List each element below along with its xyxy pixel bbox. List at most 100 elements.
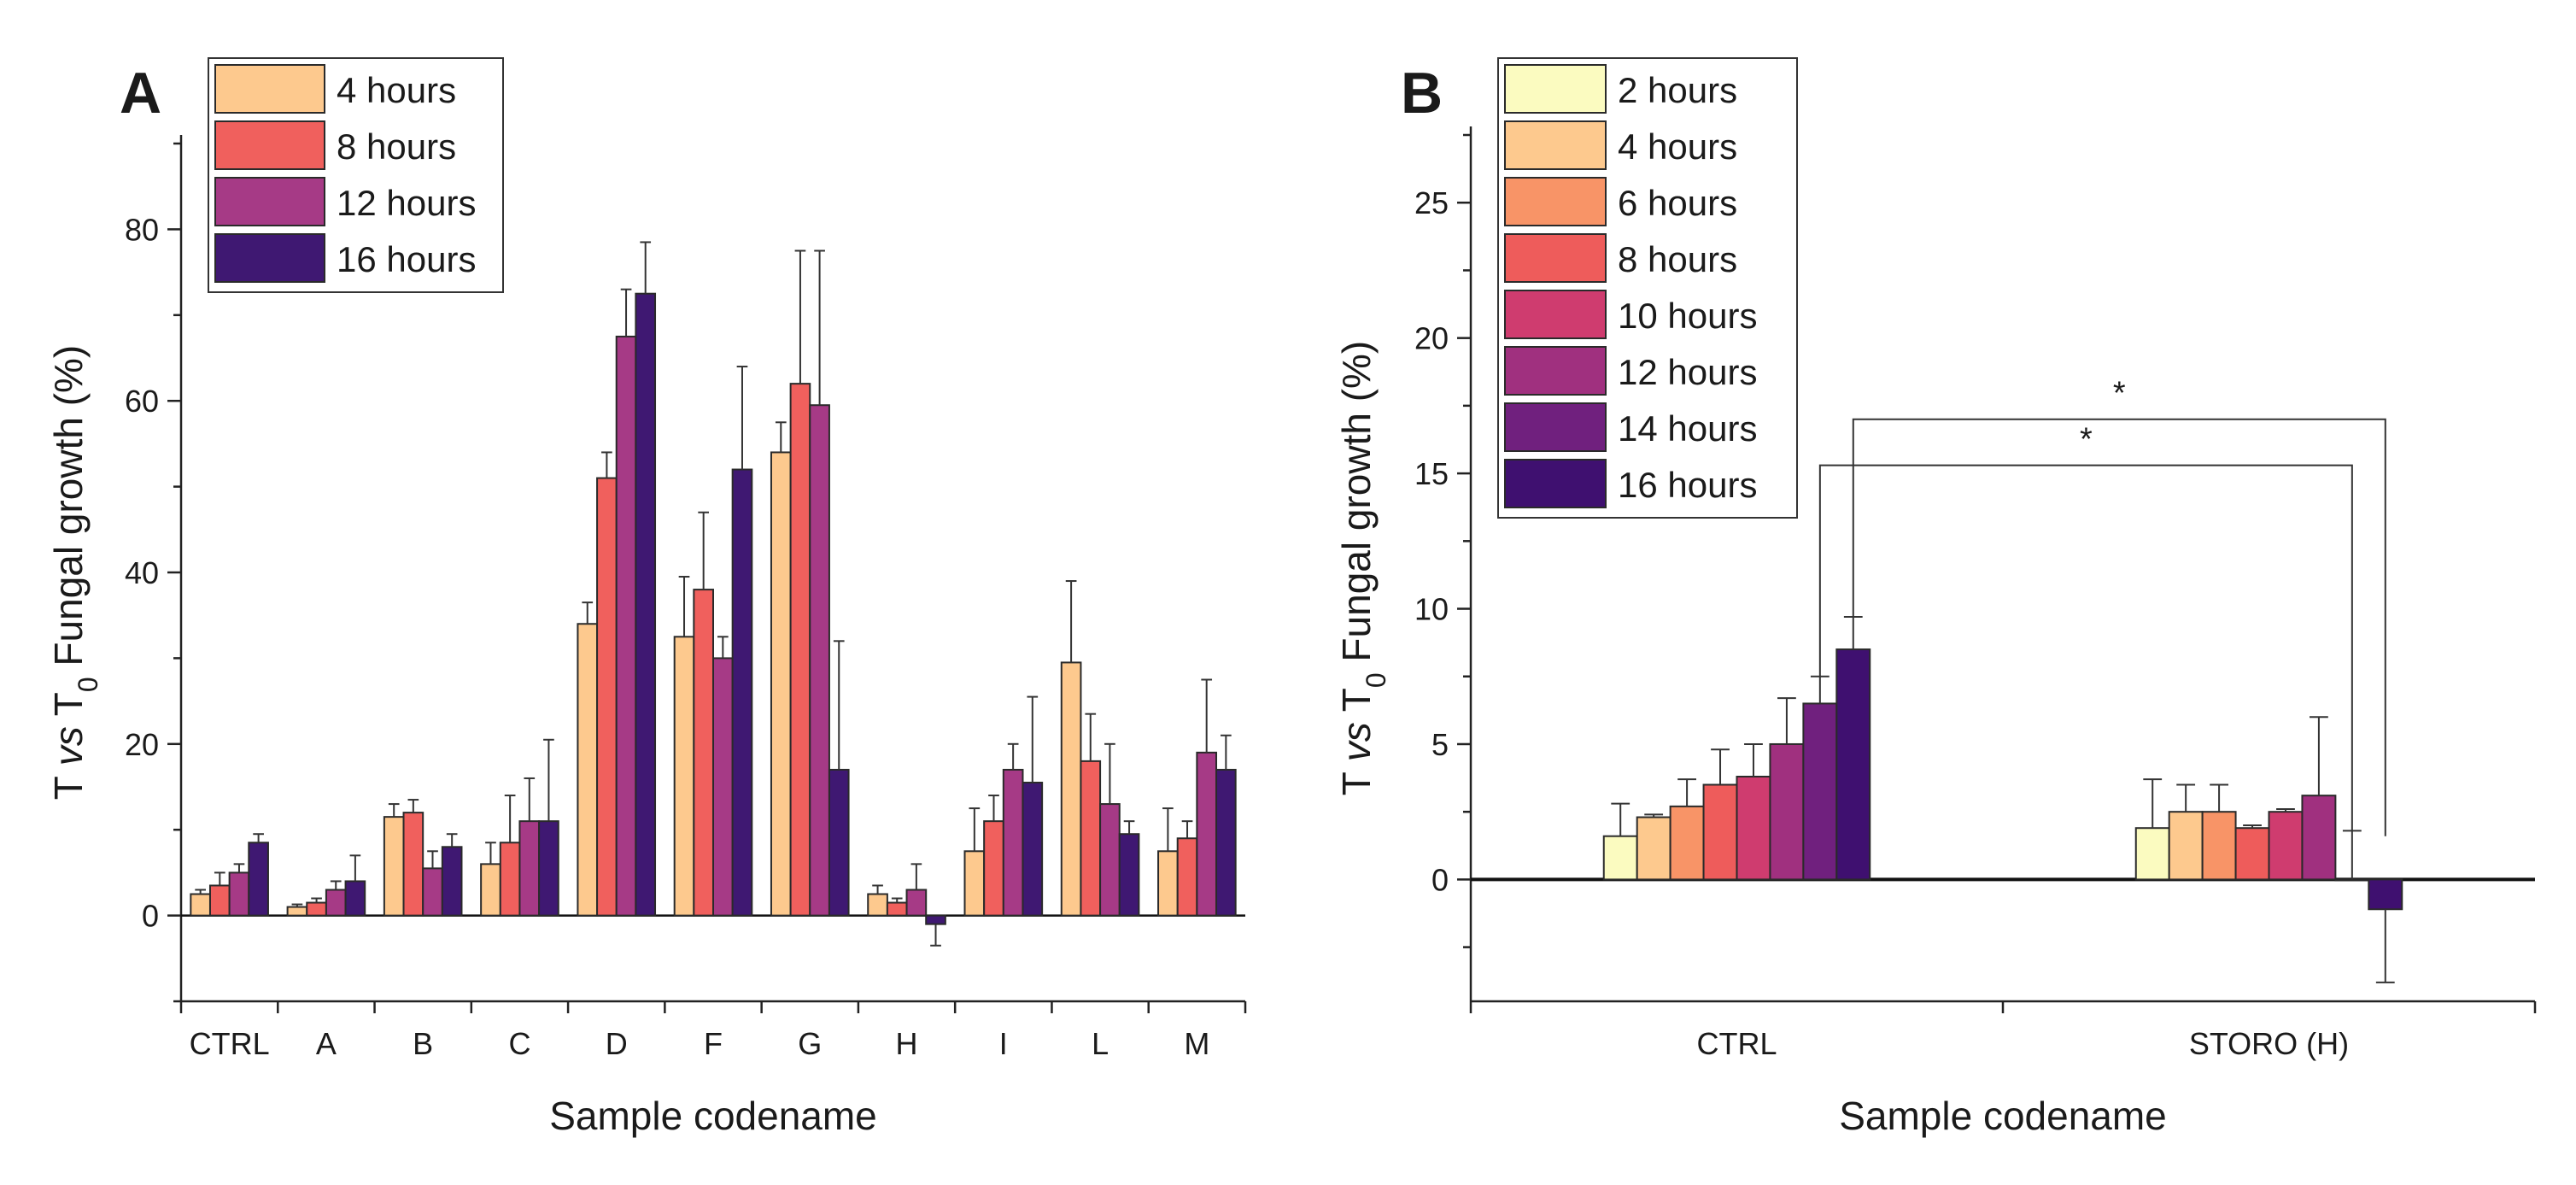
panel-a-y-tick-label: 0 [142, 899, 159, 934]
panel-a-x-tick-label: F [704, 1026, 723, 1061]
panel-a-bar [886, 901, 908, 917]
panel-b-y-axis-title-part: 0 [1361, 672, 1391, 688]
panel-a-bar [480, 863, 501, 917]
panel-b-legend-swatch [1504, 120, 1607, 170]
panel-a-legend-label: 4 hours [337, 70, 456, 110]
panel-a-bar [693, 589, 715, 917]
panel-a-legend-label: 12 hours [337, 183, 476, 223]
panel-b-bar [1835, 648, 1871, 881]
panel-b-y-axis-title-part: T [1334, 761, 1379, 795]
panel-a-y-axis-title: T vs T0 Fungal growth (%) [46, 345, 103, 801]
panel-b-bar [1736, 775, 1771, 881]
panel-a-bar [1060, 661, 1082, 917]
panel-a-bar [383, 816, 405, 917]
panel-b-x-tick-label: CTRL [1696, 1026, 1777, 1061]
panel-b-bar [2268, 811, 2304, 881]
panel-a-y-tick-label: 40 [125, 555, 159, 590]
panel-b-bar [2201, 811, 2237, 881]
panel-a-bar [828, 768, 850, 917]
panel-a-bar [441, 846, 463, 917]
panel-a-label: A [120, 61, 161, 126]
panel-a-bar [615, 335, 637, 917]
panel-b-legend-label: 16 hours [1618, 465, 1757, 505]
panel-b-legend-swatch [1504, 346, 1607, 396]
panel-a-bar [770, 451, 792, 917]
panel-b-y-axis-title-part: T [1334, 688, 1379, 722]
panel-a-legend-swatch [214, 233, 325, 283]
panel-a-bar [596, 477, 618, 917]
panel-a-x-tick-label: C [508, 1026, 530, 1061]
panel-b-y-tick-label: 15 [1414, 456, 1449, 491]
panel-b-bar [2301, 795, 2337, 881]
panel-b-legend-label: 12 hours [1618, 352, 1757, 392]
panel-b-bar [1669, 805, 1705, 881]
panel-b-legend-label: 2 hours [1618, 70, 1737, 110]
panel-a-bar [1215, 768, 1237, 917]
panel-a-bar [306, 901, 327, 917]
panel-a-bar [983, 820, 1004, 917]
panel-a-bar [731, 468, 753, 917]
panel-a-bar [577, 623, 599, 917]
panel-a-x-tick-label: L [1092, 1026, 1109, 1061]
panel-a-x-axis-title: Sample codename [549, 1094, 877, 1138]
panel-a-bar [963, 850, 986, 917]
panel-a-bar [1118, 833, 1140, 917]
panel-b-bar [1636, 816, 1671, 881]
panel-a-chart: 0 20 40 60 80 CTRL A B C D F G H I L M 4 hours 8 hours 12 … [46, 57, 1247, 1138]
panel-a-y-axis-title-part: T [46, 692, 91, 726]
panel-a-bar [925, 914, 946, 925]
panel-b-bar [1702, 783, 1738, 881]
panel-b-legend-swatch [1504, 459, 1607, 508]
panel-b-legend-label: 4 hours [1618, 126, 1737, 167]
panel-a-bar [325, 889, 347, 917]
panel-b-legend-label: 8 hours [1618, 239, 1737, 279]
panel-b-y-tick-label: 0 [1431, 862, 1449, 897]
panel-b-significance-star: * [2113, 376, 2126, 412]
panel-b-legend-swatch [1504, 233, 1607, 283]
panel-b-bar [1769, 742, 1805, 881]
panel-a-y-axis-title-part: vs [46, 726, 91, 766]
panel-a-bar [1099, 803, 1121, 917]
panel-a-y-tick-label: 20 [125, 727, 159, 762]
panel-a-x-tick-label: A [316, 1026, 337, 1061]
panel-a-x-tick-label: B [413, 1026, 433, 1061]
panel-a-bar [190, 893, 211, 917]
panel-b-legend-swatch [1504, 64, 1607, 114]
panel-b-legend-swatch [1504, 177, 1607, 226]
panel-a-bar [635, 292, 657, 917]
panel-b-significance-bracket [1818, 464, 2353, 831]
panel-a-bar [1080, 760, 1102, 917]
panel-a-x-tick-label: CTRL [190, 1026, 270, 1061]
panel-b-y-tick-label: 10 [1414, 592, 1449, 627]
panel-a-bar [518, 820, 541, 917]
panel-b-legend-label: 10 hours [1618, 296, 1757, 336]
panel-a-bar [789, 383, 811, 917]
panel-a-x-tick-label: G [798, 1026, 822, 1061]
panel-b-bar [2134, 827, 2170, 881]
panel-a-bar [1022, 781, 1044, 917]
panel-a-legend-swatch [214, 177, 325, 226]
panel-b-y-tick-label: 20 [1414, 321, 1449, 356]
panel-b-chart: 0 5 10 15 20 25 CTRL STORO (H) * * 2 hours 4 hours 6… [1334, 57, 2537, 1138]
panel-b-label: B [1401, 61, 1443, 126]
panel-a-bar [499, 842, 521, 917]
panel-a-bar [344, 880, 366, 917]
panel-a-bar [228, 871, 250, 917]
panel-a-x-tick-label: M [1184, 1026, 1209, 1061]
panel-b-legend-label: 14 hours [1618, 408, 1757, 449]
panel-a-legend-swatch [214, 120, 325, 170]
panel-b-bar [1602, 835, 1638, 881]
panel-a-bar [208, 884, 231, 917]
panel-b-bar [2368, 878, 2403, 911]
panel-a-bar [809, 404, 830, 917]
panel-a-legend-label: 16 hours [337, 239, 476, 279]
panel-b-legend-swatch [1504, 290, 1607, 339]
panel-b-bar [2334, 878, 2370, 882]
panel-b-x-axis-title: Sample codename [1839, 1094, 2167, 1138]
panel-a-bar [712, 657, 734, 917]
panel-b-significance-star: * [2080, 422, 2093, 458]
panel-a-y-axis-title-part: 0 [73, 677, 103, 692]
panel-a-bar [905, 889, 928, 917]
panel-a-x-tick-label: H [896, 1026, 918, 1061]
